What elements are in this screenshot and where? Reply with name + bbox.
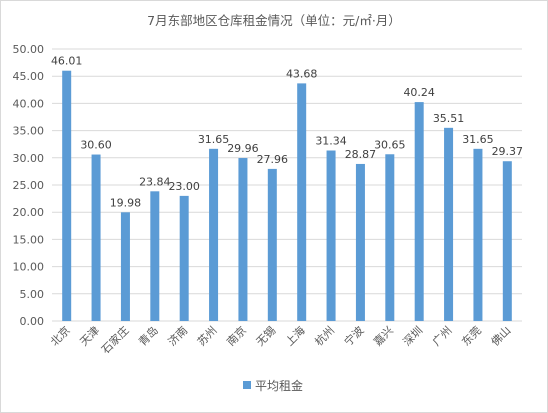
data-label: 31.65 <box>198 133 230 146</box>
data-label: 30.60 <box>80 139 112 152</box>
data-label: 23.00 <box>168 180 200 193</box>
data-labels: 46.0130.6019.9823.8423.0031.6529.9627.96… <box>51 55 523 210</box>
x-tick-label: 广州 <box>430 324 455 349</box>
chart-title: 7月东部地区仓库租金情况（单位：元/㎡·月） <box>147 13 401 28</box>
data-label: 19.98 <box>110 196 142 209</box>
x-tick-label: 北京 <box>47 323 72 348</box>
bar <box>150 191 160 321</box>
bar <box>414 102 424 322</box>
bar <box>385 154 395 321</box>
bar <box>91 154 101 321</box>
x-tick-label: 东莞 <box>459 324 484 349</box>
bar <box>297 83 307 321</box>
y-tick-label: 45.00 <box>13 70 45 83</box>
y-axis-ticks: 0.00 5.00 10.00 15.00 20.00 25.00 30.00 35.00 40… <box>13 43 45 328</box>
data-label: 31.65 <box>462 133 494 146</box>
x-tick-label: 无锡 <box>253 323 278 348</box>
data-label: 31.34 <box>315 135 347 148</box>
data-label: 40.24 <box>403 86 435 99</box>
x-tick-label: 石家庄 <box>98 323 131 356</box>
x-tick-label: 佛山 <box>489 324 514 349</box>
data-label: 35.51 <box>433 112 465 125</box>
bar <box>502 161 512 321</box>
y-tick-label: 5.00 <box>20 288 45 301</box>
bar <box>473 148 483 321</box>
x-tick-label: 嘉兴 <box>370 323 395 348</box>
data-label: 29.37 <box>492 145 524 158</box>
data-label: 27.96 <box>257 153 289 166</box>
bars <box>62 70 512 322</box>
bar <box>209 148 219 321</box>
y-tick-label: 30.00 <box>13 152 45 165</box>
bar <box>179 195 189 321</box>
bar <box>120 212 130 321</box>
legend: 平均租金 <box>243 378 303 393</box>
y-tick-label: 40.00 <box>13 97 45 110</box>
y-tick-label: 15.00 <box>13 233 45 246</box>
x-tick-label: 济南 <box>165 323 190 348</box>
y-tick-label: 25.00 <box>13 179 45 192</box>
x-tick-label: 青岛 <box>135 323 160 348</box>
bar <box>238 158 248 321</box>
legend-swatch <box>243 381 251 389</box>
x-tick-label: 天津 <box>77 324 102 349</box>
x-tick-label: 宁波 <box>341 323 366 348</box>
y-tick-label: 35.00 <box>13 125 45 138</box>
x-tick-label: 杭州 <box>312 323 337 348</box>
y-tick-label: 0.00 <box>20 315 45 328</box>
x-tick-label: 苏州 <box>195 324 220 349</box>
data-label: 28.87 <box>345 148 377 161</box>
data-label: 46.01 <box>51 55 83 68</box>
data-label: 30.65 <box>374 138 406 151</box>
y-tick-label: 50.00 <box>13 43 45 56</box>
data-label: 43.68 <box>286 67 318 80</box>
y-tick-label: 20.00 <box>13 206 45 219</box>
data-label: 29.96 <box>227 142 259 155</box>
y-tick-label: 10.00 <box>13 261 45 274</box>
bar <box>62 70 72 321</box>
bar <box>267 168 277 321</box>
x-tick-label: 深圳 <box>401 324 426 349</box>
bar <box>355 163 365 321</box>
x-tick-label: 南京 <box>224 323 249 348</box>
bar <box>326 150 336 321</box>
bar <box>444 127 454 322</box>
legend-label: 平均租金 <box>255 378 303 393</box>
data-label: 23.84 <box>139 175 171 188</box>
x-tick-label: 上海 <box>282 323 307 348</box>
gridlines <box>52 48 522 322</box>
